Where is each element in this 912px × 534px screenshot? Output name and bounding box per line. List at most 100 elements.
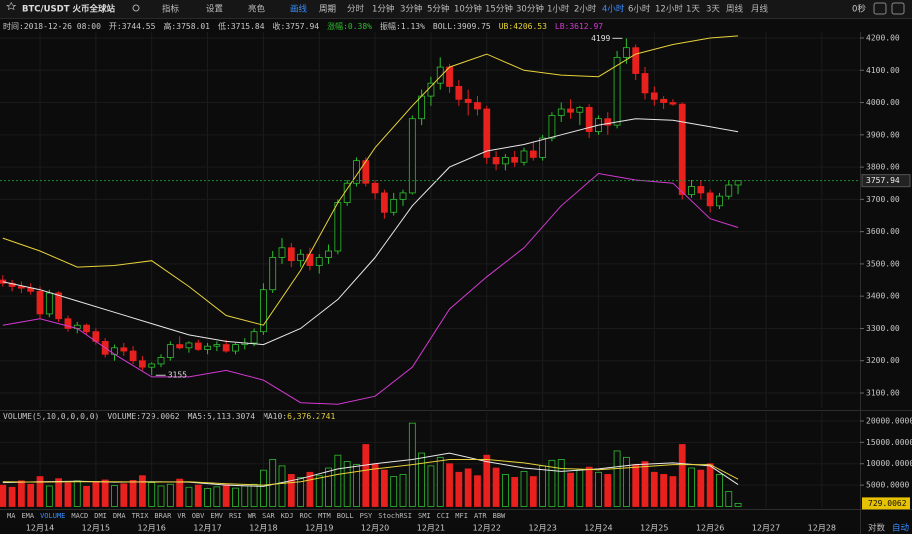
period-button[interactable]: 4小时 — [602, 4, 625, 15]
indicator-tab[interactable]: KDJ — [281, 512, 294, 520]
period-button[interactable]: 1小时 — [547, 4, 570, 15]
scale-button[interactable]: 自动 — [892, 523, 910, 534]
period-button[interactable]: 3分钟 — [400, 4, 422, 15]
volume-bar — [529, 476, 537, 507]
volume-bar — [148, 482, 156, 507]
candle-body — [408, 118, 416, 194]
indicator-tab[interactable]: ATR — [474, 512, 487, 520]
timer: 0秒 — [852, 4, 866, 15]
info-label: 时间: — [3, 21, 24, 31]
candle-body — [325, 250, 332, 258]
volume-bar — [399, 474, 407, 507]
star-icon[interactable] — [6, 1, 17, 11]
indicator-tab[interactable]: StochRSI — [378, 512, 412, 520]
candle-body — [529, 150, 537, 158]
last-volume-box — [862, 497, 910, 510]
period-button[interactable]: 12小时 — [655, 4, 683, 15]
period-label: 周期 — [319, 5, 336, 15]
indicator-tab[interactable]: SMI — [418, 512, 431, 520]
info-item: MA10:6,376.2741 — [263, 412, 335, 421]
volume-bar — [176, 478, 184, 507]
toolbar-button[interactable]: 设置 — [206, 4, 224, 15]
indicator-line — [2, 35, 739, 326]
indicator-tab[interactable]: OBV — [192, 512, 205, 520]
toolbar-button[interactable]: 画线 — [290, 4, 308, 15]
indicator-tab[interactable]: VR — [177, 512, 186, 520]
candle-body — [492, 157, 500, 165]
volume-bar — [436, 456, 444, 507]
x-tick-label: 12月28 — [808, 524, 836, 533]
indicator-tab[interactable]: EMA — [21, 512, 34, 520]
indicator-tab[interactable]: BBW — [493, 512, 506, 520]
indicator-tab[interactable]: BRAR — [154, 512, 172, 520]
indicator-tab[interactable]: MACD — [71, 512, 88, 520]
period-button[interactable]: 周线 — [726, 4, 744, 15]
volume-bar — [678, 444, 686, 507]
indicator-tab[interactable]: MTM — [318, 512, 331, 520]
volume-bar — [18, 480, 25, 507]
info-item: LB:3612.97 — [555, 22, 603, 31]
period-button[interactable]: 分时 — [347, 4, 365, 15]
volume-bar — [73, 480, 81, 507]
volume-bar — [557, 459, 565, 507]
toolbar-button[interactable]: 指标 — [162, 4, 180, 15]
info-item: VOLUME(5,10,0,0,0,0) — [3, 412, 99, 421]
candle-body — [176, 344, 184, 349]
candle-body — [380, 192, 388, 213]
indicator-tab[interactable]: RSI — [229, 512, 242, 520]
volume-bar — [241, 485, 249, 507]
volume-bar — [157, 485, 165, 507]
period-button[interactable]: 1分钟 — [372, 4, 394, 15]
period-button[interactable]: 2小时 — [574, 4, 597, 15]
volume-bar — [166, 483, 174, 507]
info-value: 3744.55 — [122, 22, 156, 31]
indicator-tab[interactable]: DMI — [94, 512, 107, 520]
volume-bar — [613, 450, 621, 507]
indicator-tab[interactable]: CCI — [437, 512, 450, 520]
info-item: 振幅:1.13% — [380, 21, 425, 31]
indicator-tab[interactable]: BOLL — [337, 512, 354, 520]
indicator-tab[interactable]: DMA — [113, 512, 126, 520]
candle-body — [650, 92, 658, 100]
period-button[interactable]: 6小时 — [628, 4, 651, 15]
period-button[interactable]: 3天 — [706, 5, 720, 15]
symbol-title[interactable]: BTC/USDT 火币全球站 — [22, 4, 115, 15]
x-tick-label: 12月27 — [752, 524, 780, 533]
period-button[interactable]: 1天 — [686, 5, 700, 15]
indicator-tab[interactable]: VOLUME — [40, 512, 65, 520]
fullscreen-icon[interactable] — [891, 2, 905, 15]
scale-button[interactable]: 对数 — [868, 523, 886, 534]
indicator-line — [2, 459, 739, 486]
candle-body — [567, 108, 574, 113]
indicator-tab[interactable]: EMV — [210, 512, 223, 520]
camera-icon[interactable] — [873, 2, 887, 15]
volume-bar — [194, 484, 202, 507]
candle-body — [520, 150, 528, 163]
period-button[interactable]: 30分钟 — [516, 4, 544, 15]
indicator-tab[interactable]: SAR — [262, 512, 275, 520]
indicator-tab[interactable]: WR — [248, 512, 257, 520]
x-tick-label: 12月19 — [305, 524, 333, 533]
annotation: 4199 — [591, 34, 610, 43]
search-icon[interactable] — [132, 4, 140, 12]
volume-bar — [669, 476, 677, 507]
period-button[interactable]: 10分钟 — [454, 4, 482, 15]
indicator-tab[interactable]: ROC — [299, 512, 312, 520]
indicator-line — [2, 172, 739, 405]
volume-bar — [474, 475, 481, 507]
indicator-tab[interactable]: MA — [7, 512, 16, 520]
indicator-tab[interactable]: TRIX — [132, 512, 150, 520]
indicator-tab[interactable]: PSY — [360, 512, 373, 520]
candle-body — [678, 103, 686, 195]
y-tick-label: 3500.00 — [866, 259, 900, 268]
period-button[interactable]: 15分钟 — [485, 4, 513, 15]
candle-body — [557, 108, 565, 116]
candle-body — [157, 357, 165, 365]
toolbar-button[interactable]: 亮色 — [248, 4, 266, 15]
volume-bar — [185, 486, 193, 507]
y-tick-label: 3200.00 — [866, 356, 900, 365]
indicator-tab[interactable]: MFI — [455, 512, 468, 520]
period-button[interactable]: 月线 — [751, 4, 769, 15]
period-button[interactable]: 5分钟 — [427, 4, 449, 15]
volume-bar — [101, 479, 109, 507]
